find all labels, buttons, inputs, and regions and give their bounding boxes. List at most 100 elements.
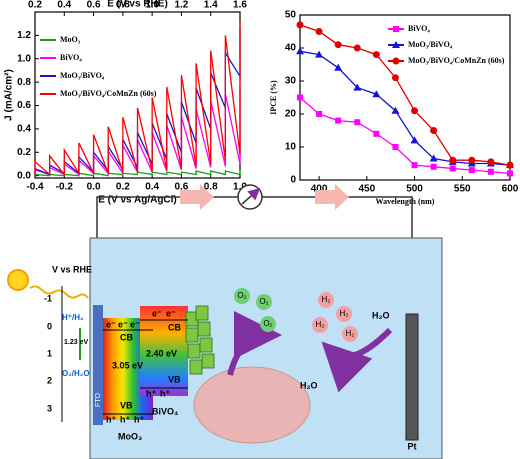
x-tick-label: 450 [358,184,375,195]
vb-label: VB [120,400,133,410]
y-tick-label: 1.0 [17,53,31,64]
charts: -0.4 -0.2 0.0 0.2 0.4 0.6 0.8 1.0 0.2 0.4 0.6 0.8 1.… [4,0,519,206]
material-label: MoO₃ [118,431,142,441]
series-line [34,21,241,177]
data-point [353,44,361,52]
data-point [316,111,323,117]
o2-molecules [234,288,276,332]
x-tick-label: 0.4 [145,182,159,193]
data-point [468,156,476,164]
h2o-label: H₂O [300,380,318,390]
light-ray [29,285,89,299]
data-point [372,51,380,59]
fto-label: FTO [95,393,102,407]
y-tick-label: 30 [285,76,297,87]
data-point [410,136,419,144]
x-tick-label: 400 [311,184,328,195]
pt-electrode [405,313,419,441]
redox-label: O₂/H₂O [62,369,90,378]
data-point [506,161,514,169]
data-point [411,107,419,115]
electron: e⁻ [106,319,116,329]
scale-label: -1 [44,293,52,303]
legend-label: MoO₃/BiVO₄ [408,40,453,49]
electrode-label: Pt [408,441,417,451]
h2-label: H₂ [340,309,349,318]
h2-label: H₂ [322,295,331,304]
y-tick-label: 0 [290,175,296,186]
reduction-arrow [321,327,393,393]
o2-label: O₂ [237,291,246,300]
data-point [296,21,304,29]
x-axis-title: Wavelength (nm) [376,197,435,206]
x2-tick-label: 0.2 [28,0,42,11]
x-tick-label: 0.0 [87,182,101,193]
data-point [315,28,323,35]
electron: e⁻ [130,319,140,329]
electron: e⁻ [152,308,162,318]
legend-marker [392,41,400,48]
scale-title: V vs RHE [52,264,92,274]
x2-tick-label: 1.2 [174,0,188,11]
bandgap: 2.40 eV [146,348,177,358]
x2-tick-label: 1.6 [233,0,247,11]
data-point [296,47,304,55]
y-axis-title: J (mA/cm²) [4,69,15,121]
current-arrow [315,184,349,210]
y-tick-label: 0.6 [17,100,31,111]
fto [93,305,103,425]
data-point [354,119,361,126]
vb-label: VB [168,374,181,384]
legend-marker [392,57,400,65]
cb-label: CB [120,332,133,342]
data-point [315,50,324,58]
h2o-label: H₂O [372,310,390,320]
x2-tick-label: 0.4 [57,0,71,11]
data-point [353,83,362,91]
oxidation-arrow [227,311,282,376]
scale-label: 1 [47,348,52,358]
series-line [299,50,511,166]
electron: e⁻ [166,308,176,318]
y-tick-label: 40 [285,43,297,54]
y-tick-label: 0.4 [17,124,31,135]
data-point [373,130,380,137]
y-tick-label: 20 [285,109,297,120]
ammeter-needle [241,188,261,205]
x2-tick-label: 0.6 [87,0,101,11]
series-line [299,97,511,175]
redox-label: H⁺/H₂ [62,313,84,322]
x-tick-label: 0.6 [174,182,188,193]
hole: h⁺ [160,388,170,398]
data-point [335,117,342,124]
legend-label: MoO₃ [60,35,81,44]
data-point [449,156,457,164]
x2-tick-label: 1.0 [145,0,159,11]
legend-label: MoO₃/BiVO₄/CoMnZn (60s) [408,56,505,65]
x-tick-label: 0.2 [116,182,130,193]
y-axis-title: IPCE (%) [269,80,278,115]
x-tick-label: 0.8 [204,182,218,193]
y-tick-label: 0.0 [17,170,31,181]
y-tick-label: 1.2 [17,30,31,41]
data-point [372,90,381,98]
gap-label: 1.23 eV [64,339,88,346]
electron: e⁻ [118,319,128,329]
legend-marker [393,26,399,32]
data-point [449,165,456,172]
scale-label: 2 [47,375,52,385]
x-tick-label: 550 [454,184,471,195]
sun [7,269,29,291]
y-tick-label: 0.2 [17,147,31,158]
cb-label: CB [168,322,181,332]
data-point [430,127,438,134]
hole: h⁺ [146,388,156,398]
data-point [468,167,475,174]
x2-tick-label: 1.4 [204,0,218,11]
hole: h⁺ [134,414,144,424]
data-point [391,106,400,114]
data-point [297,94,303,101]
x-tick-label: 1.0 [233,182,247,193]
data-point [487,158,495,166]
